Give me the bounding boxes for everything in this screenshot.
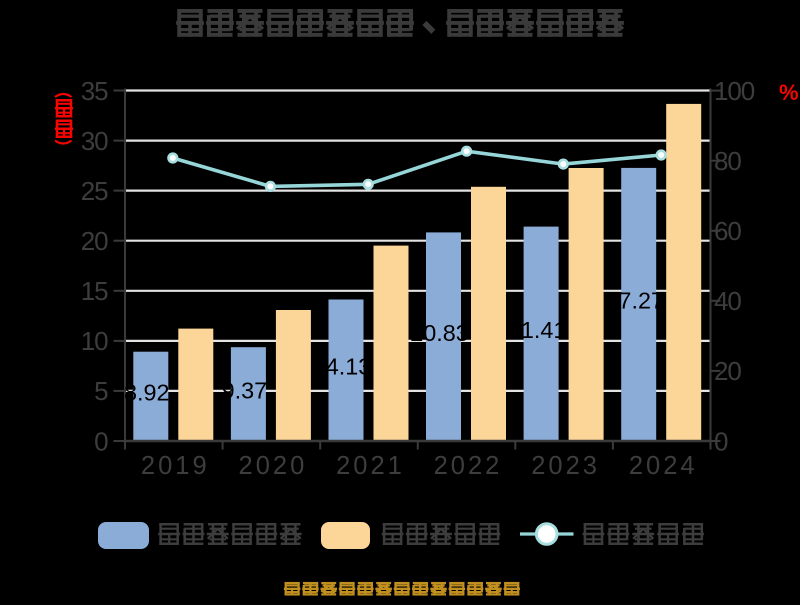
svg-text:2024: 2024: [629, 452, 698, 480]
svg-text:2021: 2021: [336, 452, 405, 480]
svg-text:5: 5: [94, 376, 108, 406]
svg-text:20: 20: [81, 226, 108, 256]
svg-text:2023: 2023: [531, 452, 600, 480]
svg-text:100: 100: [714, 76, 755, 106]
svg-text:14.13: 14.13: [313, 354, 372, 380]
svg-text:30: 30: [81, 126, 108, 156]
svg-text:20: 20: [714, 356, 741, 386]
svg-text:2022: 2022: [434, 452, 503, 480]
svg-text:40: 40: [714, 286, 741, 316]
svg-text:27.27: 27.27: [605, 288, 664, 314]
svg-text:21.41: 21.41: [508, 317, 567, 343]
svg-text:60: 60: [714, 216, 741, 246]
svg-text:15: 15: [81, 276, 108, 306]
svg-text:2020: 2020: [239, 452, 308, 480]
svg-text:25: 25: [81, 176, 108, 206]
svg-text:0: 0: [714, 426, 728, 456]
svg-text:20.83: 20.83: [410, 320, 469, 346]
svg-text:%: %: [779, 80, 799, 105]
svg-text:35: 35: [81, 76, 108, 106]
svg-text:80: 80: [714, 146, 741, 176]
svg-text:9.37: 9.37: [222, 377, 268, 403]
svg-text:10: 10: [81, 326, 108, 356]
svg-text:0: 0: [94, 426, 108, 456]
svg-text:8.92: 8.92: [124, 380, 170, 406]
svg-text:2019: 2019: [141, 452, 210, 480]
